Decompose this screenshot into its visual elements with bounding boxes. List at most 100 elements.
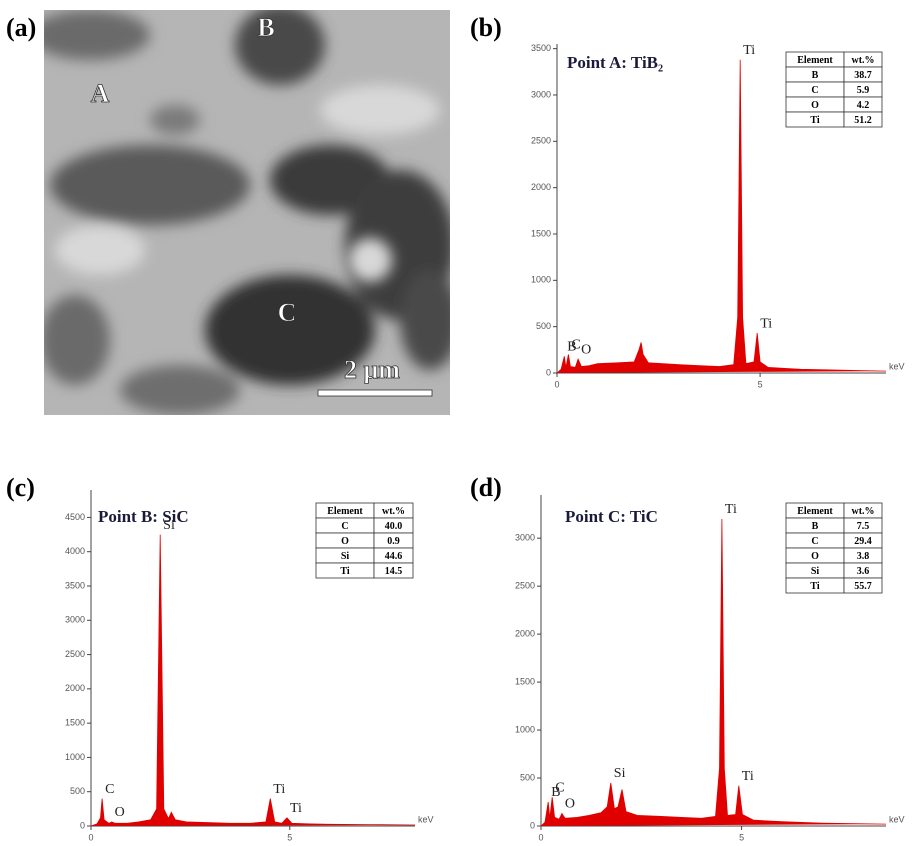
chart-title: Point B: SiC — [98, 507, 189, 526]
table-text: 29.4 — [854, 536, 872, 547]
table-cell — [843, 111, 883, 128]
point-marker: C — [278, 298, 297, 327]
x-tick-label: 0 — [88, 832, 93, 842]
table-text: 55.7 — [854, 581, 872, 592]
y-tick-label: 0 — [80, 820, 85, 830]
table-text: 14.5 — [385, 566, 403, 577]
y-tick-label: 1000 — [531, 275, 551, 285]
sem-image — [44, 10, 450, 415]
table-text: wt.% — [851, 506, 874, 517]
table-text: B — [812, 521, 819, 532]
scale-bar-label: 2 μm — [344, 355, 400, 384]
peak-label: B — [567, 340, 576, 355]
peak-label: Si — [614, 766, 626, 781]
x-axis-label: keV — [418, 814, 434, 824]
x-axis-label: keV — [889, 814, 905, 824]
point-marker: B — [257, 13, 274, 42]
table-text: B — [812, 70, 819, 81]
peak-label: O — [115, 805, 125, 820]
scale-bar — [317, 389, 433, 397]
y-tick-label: 1500 — [515, 676, 535, 686]
table-text: Ti — [810, 115, 819, 126]
peak-label: Si — [163, 518, 175, 533]
spectrum — [90, 534, 416, 827]
peak-label: C — [555, 780, 564, 795]
table-text: O — [811, 551, 819, 562]
peak-label: Ti — [742, 769, 754, 784]
x-tick-label: 5 — [739, 832, 744, 842]
peak-label: B — [551, 785, 560, 800]
table-text: wt.% — [382, 506, 405, 517]
y-tick-label: 2000 — [515, 628, 535, 638]
table-text: 4.2 — [857, 100, 870, 111]
y-tick-label: 2500 — [515, 581, 535, 591]
y-tick-label: 1500 — [65, 718, 85, 728]
peak-label: Ti — [273, 782, 285, 797]
table-text: Ti — [340, 566, 349, 577]
y-tick-label: 2000 — [531, 182, 551, 192]
peak-label: C — [105, 782, 114, 797]
peak-label: Ti — [743, 43, 755, 58]
table-text: C — [811, 85, 818, 96]
y-tick-label: 0 — [530, 820, 535, 830]
table-text: Element — [327, 506, 363, 517]
table-cell — [373, 562, 414, 579]
peak-label: Ti — [760, 316, 772, 331]
peak-label: Ti — [725, 502, 737, 517]
table-text: Element — [797, 55, 833, 66]
y-tick-label: 1000 — [65, 752, 85, 762]
x-tick-label: 5 — [287, 832, 292, 842]
table-text: 44.6 — [385, 551, 403, 562]
table-text: Element — [797, 506, 833, 517]
peak-label: Ti — [290, 801, 302, 816]
table-text: C — [341, 521, 348, 532]
x-tick-label: 0 — [554, 379, 559, 389]
y-tick-label: 1000 — [515, 724, 535, 734]
y-tick-label: 2500 — [531, 136, 551, 146]
table-text: 51.2 — [854, 115, 872, 126]
table-text: O — [811, 100, 819, 111]
y-tick-label: 1500 — [531, 228, 551, 238]
table-text: Si — [811, 566, 820, 577]
y-tick-label: 500 — [70, 786, 85, 796]
table-text: 7.5 — [857, 521, 870, 532]
panel-label: (d) — [470, 473, 502, 502]
table-text: 38.7 — [854, 70, 872, 81]
table-text: 40.0 — [385, 521, 403, 532]
panel-label: (b) — [470, 13, 502, 42]
table-text: wt.% — [851, 55, 874, 66]
peak-label: C — [571, 338, 580, 353]
y-tick-label: 4500 — [65, 512, 85, 522]
x-axis-label: keV — [889, 361, 905, 371]
table-cell — [843, 577, 883, 594]
table-text: Si — [341, 551, 350, 562]
y-tick-label: 2000 — [65, 683, 85, 693]
y-tick-label: 500 — [536, 321, 551, 331]
y-tick-label: 3000 — [531, 89, 551, 99]
panel-label: (c) — [6, 473, 35, 502]
peak-label: O — [565, 797, 575, 812]
table-text: 3.6 — [857, 566, 870, 577]
y-tick-label: 2500 — [65, 649, 85, 659]
table-text: Ti — [810, 581, 819, 592]
y-tick-label: 500 — [520, 772, 535, 782]
x-tick-label: 0 — [538, 832, 543, 842]
chart-title: Point A: TiB₂ — [567, 53, 663, 72]
y-tick-label: 4000 — [65, 546, 85, 556]
y-tick-label: 3000 — [515, 533, 535, 543]
table-text: 0.9 — [387, 536, 400, 547]
x-tick-label: 5 — [758, 379, 763, 389]
spectrum — [540, 518, 887, 827]
table-text: 3.8 — [857, 551, 870, 562]
y-tick-label: 0 — [546, 367, 551, 377]
spectrum — [556, 59, 887, 374]
y-tick-label: 3000 — [65, 615, 85, 625]
chart-title: Point C: TiC — [565, 507, 658, 526]
table-text: 5.9 — [857, 85, 870, 96]
point-marker: A — [91, 79, 110, 108]
y-tick-label: 3500 — [531, 43, 551, 53]
table-text: O — [341, 536, 349, 547]
y-tick-label: 3500 — [65, 580, 85, 590]
table-text: C — [811, 536, 818, 547]
